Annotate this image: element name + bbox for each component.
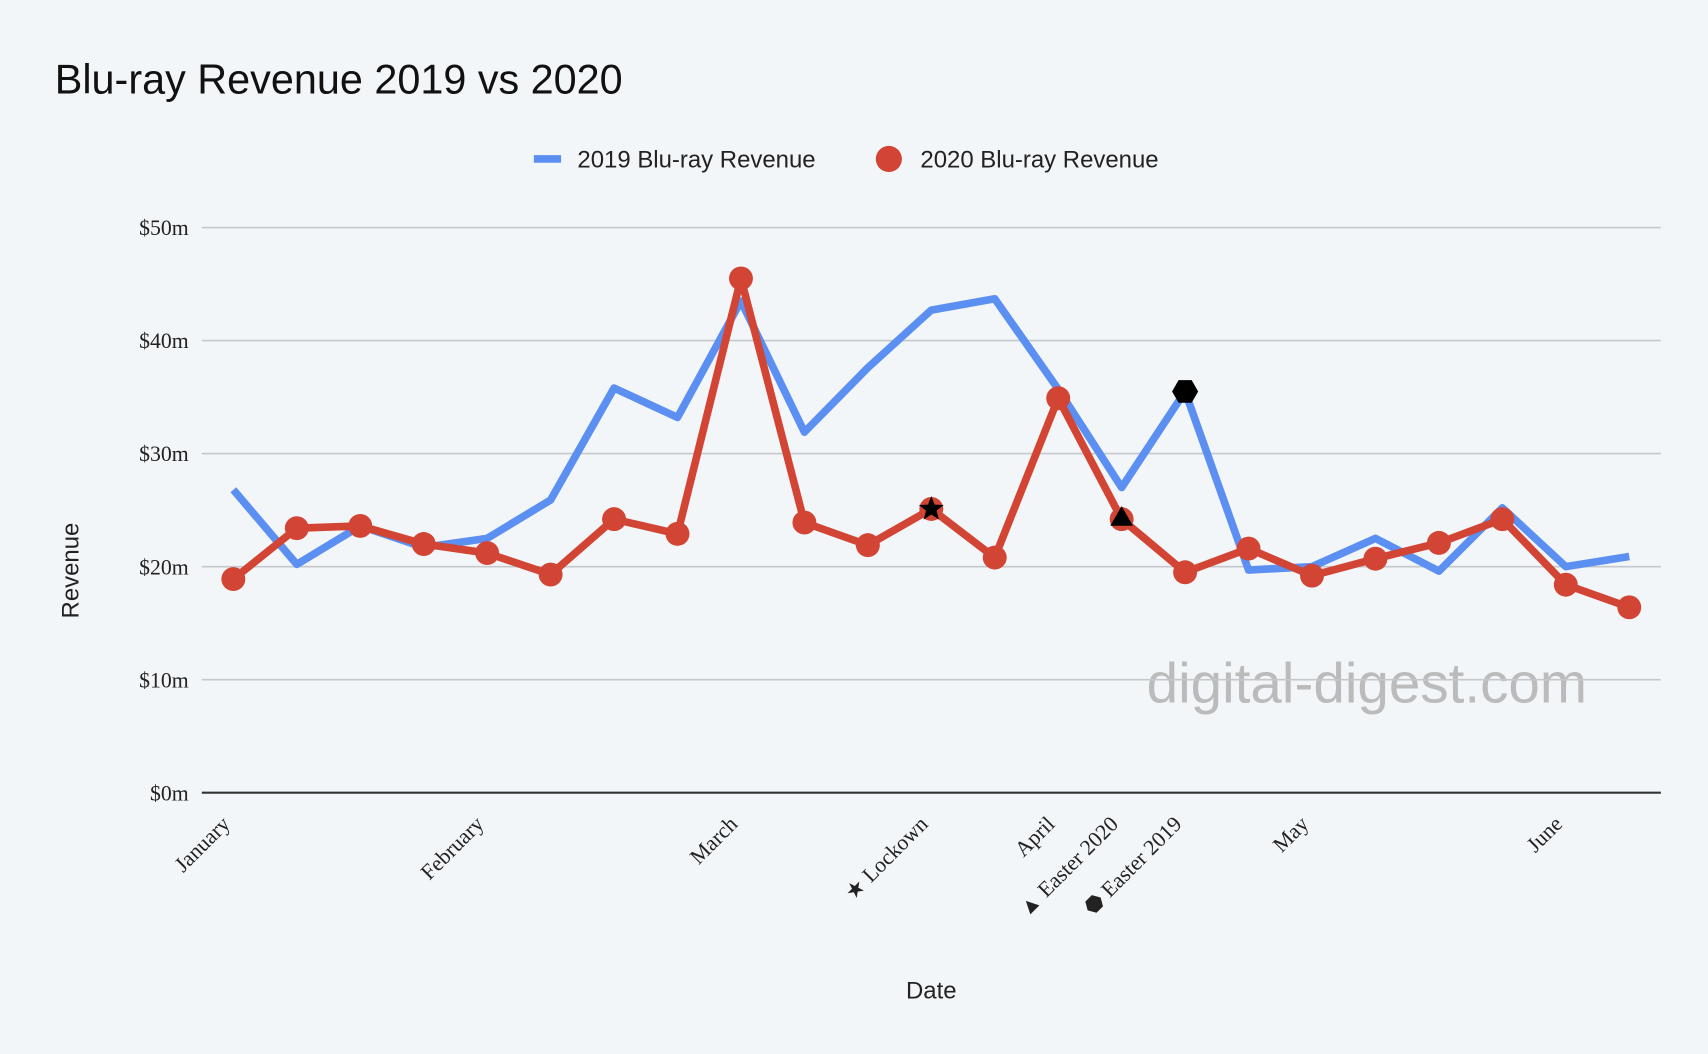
data-point [475, 541, 500, 566]
data-point [982, 545, 1007, 570]
data-point [1617, 595, 1642, 620]
annotation-marker [1110, 506, 1133, 526]
y-tick-label: $40m [139, 329, 189, 353]
legend-label: 2019 Blu-ray Revenue [577, 147, 815, 174]
data-point [728, 266, 753, 291]
legend-symbol [875, 145, 902, 173]
data-point [1363, 546, 1388, 571]
annotation-marker [918, 495, 944, 520]
watermark: digital-digest.com [1147, 651, 1588, 714]
data-point [665, 521, 690, 546]
x-axis-label: Date [906, 977, 957, 1004]
data-point [284, 516, 309, 541]
data-point [1553, 572, 1578, 597]
data-point [1046, 386, 1071, 411]
legend-label: 2020 Blu-ray Revenue [920, 147, 1158, 174]
data-point [411, 532, 436, 557]
data-point [1300, 563, 1324, 588]
y-tick-label: $0m [150, 781, 189, 805]
data-point [1426, 530, 1451, 555]
y-axis-label: Revenue [58, 523, 85, 619]
annotation-marker [1172, 380, 1199, 403]
y-tick-label: $50m [139, 216, 189, 240]
data-point [1236, 536, 1261, 561]
data-point [1173, 560, 1198, 585]
y-tick-label: $30m [139, 442, 189, 466]
data-point [221, 567, 246, 592]
legend: 2019 Blu-ray Revenue 2020 Blu-ray Revenue [533, 145, 1159, 174]
data-point [1490, 507, 1515, 532]
data-point [855, 533, 880, 558]
data-point [538, 562, 563, 587]
chart-title: Blu-ray Revenue 2019 vs 2020 [55, 57, 623, 103]
y-tick-label: $20m [139, 555, 189, 579]
data-point [348, 513, 373, 538]
series-line [230, 294, 1630, 575]
data-point [602, 507, 627, 532]
y-tick-label: $10m [139, 668, 189, 692]
data-point [792, 510, 817, 535]
